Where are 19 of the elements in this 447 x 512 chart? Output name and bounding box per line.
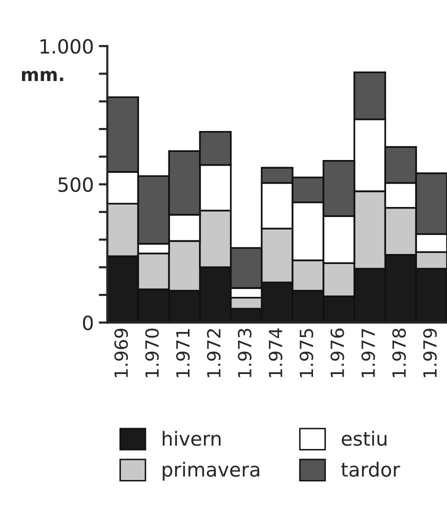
y-tick-label: 1.000 [40, 39, 93, 54]
y-tick-label: 0 [82, 316, 93, 330]
x-tick-label: 1.973 [238, 328, 252, 378]
x-tick-label: 1.976 [330, 328, 344, 378]
x-tick-label: 1.974 [268, 328, 282, 378]
x-tick-label: 1.969 [114, 328, 128, 378]
x-tick-label: 1.970 [145, 328, 159, 378]
x-tick-label: 1.975 [300, 329, 314, 378]
y-tick-label: 500 [58, 177, 93, 192]
x-tick-label: 1.977 [361, 328, 376, 378]
x-tick-label: 1.971 [176, 329, 190, 378]
x-tick-label: 1.972 [206, 329, 221, 378]
legend-label: estiu [342, 430, 386, 446]
y-axis-title: mm. [22, 70, 64, 82]
legend-label: tardor [341, 462, 400, 477]
legend-label: primavera [162, 462, 260, 481]
x-tick-label: 1.979 [423, 328, 437, 378]
legend-label: hivern [162, 430, 221, 446]
x-tick-label: 1.978 [392, 328, 406, 378]
